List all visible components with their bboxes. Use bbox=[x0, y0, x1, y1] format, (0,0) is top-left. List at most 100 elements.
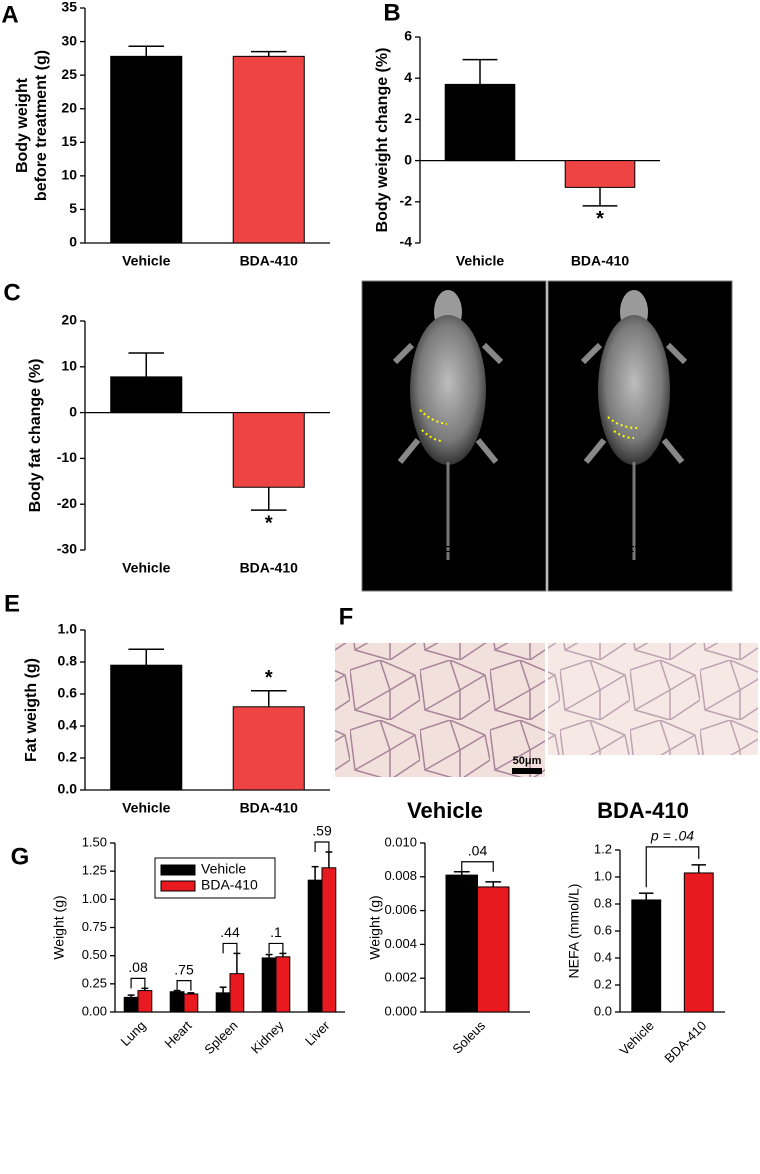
bar bbox=[631, 899, 662, 1013]
mouse bbox=[580, 290, 688, 560]
x-tick-label: Spleen bbox=[201, 1018, 240, 1057]
bracket-label: .75 bbox=[174, 961, 194, 977]
y-tick-label: 1.2 bbox=[594, 841, 612, 856]
y-tick-label: -20 bbox=[57, 495, 77, 511]
y-tick-label: 25 bbox=[61, 66, 77, 82]
x-tick-label: Heart bbox=[161, 1018, 194, 1051]
y-tick-label: -4 bbox=[400, 234, 413, 250]
y-tick-label: 0.2 bbox=[58, 749, 78, 765]
panel-letter: B bbox=[383, 0, 400, 26]
histology-image bbox=[335, 643, 545, 777]
y-tick-label: 4 bbox=[404, 69, 412, 85]
y-tick-label: 10 bbox=[61, 167, 77, 183]
bracket bbox=[130, 977, 146, 989]
significance-mark: * bbox=[596, 208, 604, 230]
significance-mark: * bbox=[265, 512, 273, 534]
bracket bbox=[268, 942, 284, 954]
y-axis-label: NEFA (mmol/L) bbox=[566, 884, 582, 979]
y-axis-label: Weight (g) bbox=[51, 895, 67, 959]
panel-letter: F bbox=[339, 603, 354, 630]
y-tick-label: 0.8 bbox=[58, 653, 78, 669]
y-tick-label: 0.010 bbox=[384, 834, 417, 849]
y-tick-label: 0.50 bbox=[82, 947, 107, 962]
panel-letter: G bbox=[11, 843, 30, 870]
bar bbox=[137, 990, 153, 1013]
bracket-label: .04 bbox=[468, 842, 488, 858]
bracket-label: .44 bbox=[220, 924, 240, 940]
legend-swatch bbox=[160, 880, 196, 892]
image-caption: TREATMENT bbox=[409, 565, 500, 582]
bracket-label: p = .04 bbox=[650, 828, 694, 844]
panel-letter: C bbox=[3, 279, 20, 306]
y-axis-label: Body fat change (%) bbox=[27, 359, 44, 513]
y-tick-label: 0.75 bbox=[82, 919, 107, 934]
y-axis-label: Weight (g) bbox=[367, 895, 383, 959]
histology-panel bbox=[335, 643, 758, 777]
bar bbox=[232, 55, 305, 244]
significance-mark: * bbox=[265, 667, 273, 689]
bracket bbox=[176, 979, 192, 991]
x-tick-label: BDA-410 bbox=[661, 1018, 709, 1066]
y-tick-label: 20 bbox=[61, 312, 77, 328]
legend-label: BDA-410 bbox=[201, 877, 258, 893]
y-tick-label: 0 bbox=[404, 151, 412, 167]
y-tick-label: 0.002 bbox=[384, 970, 417, 985]
bar bbox=[110, 376, 183, 414]
y-tick-label: 2 bbox=[404, 110, 412, 126]
bar bbox=[307, 879, 323, 1013]
panel-letter: E bbox=[4, 590, 20, 617]
y-tick-label: 1.50 bbox=[82, 834, 107, 849]
bracket bbox=[314, 841, 330, 853]
x-tick-label: BDA-410 bbox=[240, 253, 299, 269]
y-tick-label: 0.6 bbox=[594, 922, 612, 937]
x-tick-label: Vehicle bbox=[122, 560, 170, 576]
bar bbox=[564, 160, 636, 188]
y-tick-label: 0 bbox=[69, 234, 77, 250]
x-tick-label: Vehicle bbox=[122, 253, 170, 269]
y-tick-label: 6 bbox=[404, 28, 412, 44]
legend-label: Vehicle bbox=[201, 861, 246, 877]
y-axis-label: before treatment (g) bbox=[33, 50, 50, 201]
bar bbox=[123, 996, 139, 1013]
y-tick-label: 5 bbox=[69, 200, 77, 216]
x-tick-label: Kidney bbox=[248, 1018, 287, 1057]
y-tick-label: 20 bbox=[61, 99, 77, 115]
bracket bbox=[645, 846, 700, 888]
mouse bbox=[392, 290, 504, 560]
bracket bbox=[461, 861, 494, 872]
x-tick-label: Vehicle bbox=[122, 800, 170, 816]
bracket bbox=[222, 942, 238, 954]
image-caption: BEFORE bbox=[423, 543, 485, 560]
y-axis-label: Fat weigth (g) bbox=[23, 658, 40, 762]
bracket-label: .59 bbox=[312, 823, 332, 839]
y-tick-label: 0.4 bbox=[594, 949, 612, 964]
y-tick-label: 10 bbox=[61, 358, 77, 374]
y-tick-label: 0.0 bbox=[58, 781, 78, 797]
y-tick-label: -10 bbox=[57, 449, 77, 465]
bar bbox=[110, 664, 183, 791]
bar bbox=[110, 55, 183, 244]
y-tick-label: 1.25 bbox=[82, 863, 107, 878]
y-tick-label: 0.0 bbox=[594, 1003, 612, 1018]
bar bbox=[232, 412, 305, 488]
scale-bar bbox=[512, 768, 542, 774]
image-caption: AFTER bbox=[615, 543, 664, 560]
y-tick-label: 0.2 bbox=[594, 976, 612, 991]
y-tick-label: 0 bbox=[69, 403, 77, 419]
scale-bar-label: 50μm bbox=[513, 755, 542, 767]
bar bbox=[275, 956, 291, 1013]
panel-letter: D bbox=[376, 290, 393, 317]
bar bbox=[477, 886, 510, 1013]
bracket-label: .1 bbox=[270, 924, 282, 940]
y-tick-label: 35 bbox=[61, 0, 77, 15]
image-caption: BDA-410 bbox=[597, 798, 689, 823]
image-caption: TREATMENT bbox=[595, 565, 686, 582]
image-caption: Vehicle bbox=[407, 798, 483, 823]
y-tick-label: 1.0 bbox=[58, 621, 78, 637]
xray-panel bbox=[361, 280, 733, 592]
x-tick-label: Lung bbox=[117, 1018, 148, 1049]
y-tick-label: 1.00 bbox=[82, 891, 107, 906]
bar bbox=[229, 973, 245, 1013]
y-tick-label: 0.008 bbox=[384, 868, 417, 883]
